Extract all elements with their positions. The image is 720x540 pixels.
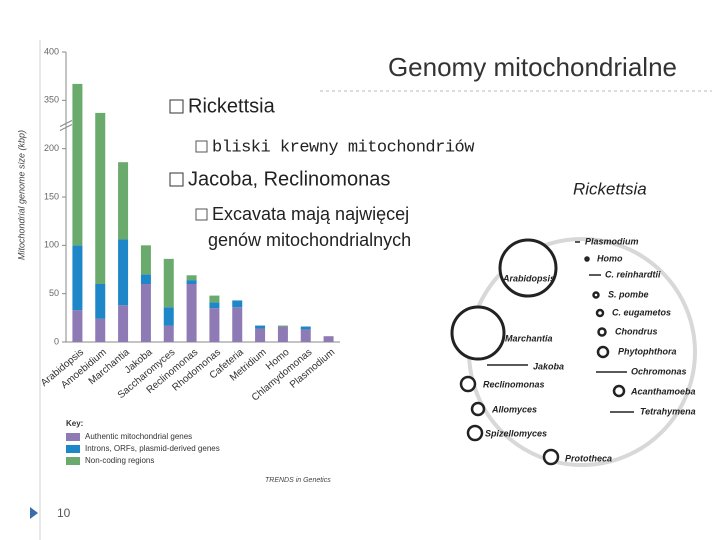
organism-label: Spizellomyces <box>485 428 547 438</box>
organism-label: Ochromonas <box>631 366 687 376</box>
bar-segment <box>140 284 151 342</box>
organism-label: Homo <box>597 253 623 263</box>
bullet <box>169 99 184 114</box>
bar-segment <box>255 325 266 329</box>
bar-segment <box>118 305 129 342</box>
bar-segment <box>72 310 83 342</box>
y-tick-label: 200 <box>44 143 59 153</box>
genome-circle <box>459 375 477 393</box>
organism-label: Phytophthora <box>618 346 677 356</box>
genome-circle <box>592 291 600 299</box>
bullet <box>195 208 208 221</box>
y-tick-label: 100 <box>44 240 59 250</box>
bar-segment <box>95 318 106 342</box>
organism-label: Jakoba <box>533 361 564 371</box>
bar-segment <box>277 326 288 342</box>
organism-label: Arabidopsis <box>502 273 555 283</box>
bullet-text: Rickettsia <box>188 95 276 117</box>
genome-circle <box>596 345 610 359</box>
bar-segment <box>186 275 197 281</box>
bar-segment <box>186 284 197 342</box>
genome-circle <box>470 401 486 417</box>
genome-circle <box>542 448 560 466</box>
bar-segment <box>209 295 220 303</box>
legend-swatch <box>66 433 80 441</box>
axis-break <box>59 124 73 131</box>
bar-segment <box>118 239 129 306</box>
legend-label: Introns, ORFs, plasmid-derived genes <box>85 444 220 453</box>
organism-label: Allomyces <box>491 404 537 414</box>
bullet <box>195 140 208 153</box>
legend-swatch <box>66 457 80 465</box>
bullet-text: Excavata mają najwięcej <box>212 204 409 224</box>
bar-segment <box>140 245 151 275</box>
diagram-title: Rickettsia <box>573 179 647 198</box>
y-axis-label: Mitochondrial genome size (kbp) <box>16 130 26 260</box>
genome-circle <box>584 256 590 262</box>
page-number: 10 <box>57 506 71 520</box>
bar-segment <box>209 308 220 342</box>
bar-segment <box>232 300 243 308</box>
genome-circle <box>595 308 605 318</box>
organism-label: Reclinomonas <box>483 379 545 389</box>
legend-label: Authentic mitochondrial genes <box>85 432 192 441</box>
organism-label: S. pombe <box>608 289 649 299</box>
bar-segment <box>118 162 129 240</box>
bar-segment <box>209 302 220 309</box>
genome-circle <box>450 305 506 361</box>
y-tick-label: 150 <box>44 191 59 201</box>
bar-segment <box>163 307 174 326</box>
bullet-text: bliski krewny mitochondriów <box>212 138 475 157</box>
slide-title: Genomy mitochondrialne <box>388 52 677 82</box>
bar-segment <box>140 274 151 284</box>
organism-label: Acanthamoeba <box>630 386 696 396</box>
bar-segment <box>72 245 83 311</box>
bar-segment <box>255 328 266 342</box>
y-tick-label: 350 <box>44 95 59 105</box>
y-tick-label: 50 <box>49 288 59 298</box>
organism-label: C. eugametos <box>612 307 671 317</box>
bar-segment <box>163 258 174 308</box>
bar-segment <box>277 325 288 327</box>
bar-segment <box>72 83 83 246</box>
bar-segment <box>95 284 106 319</box>
bar-segment <box>186 280 197 284</box>
bar-segment <box>95 112 106 285</box>
legend-label: Non-coding regions <box>85 456 154 465</box>
legend-swatch <box>66 445 80 453</box>
organism-label: Plasmodium <box>585 236 639 246</box>
page-marker <box>30 507 38 519</box>
genome-circle <box>466 424 484 442</box>
genome-circle <box>498 238 558 298</box>
organism-label: Prototheca <box>565 453 612 463</box>
y-tick-label: 0 <box>54 336 59 346</box>
genome-circle <box>597 327 607 337</box>
bullet-text: Jacoba, Reclinomonas <box>188 168 390 190</box>
organism-label: Marchantia <box>505 333 553 343</box>
organism-label: Tetrahymena <box>640 406 696 416</box>
organism-label: C. reinhardtii <box>605 269 661 279</box>
source: TRENDS in Genetics <box>265 477 331 484</box>
bar-segment <box>323 336 334 342</box>
bar-segment <box>300 326 311 330</box>
bar-segment <box>232 307 243 342</box>
bullet-text: genów mitochondrialnych <box>208 230 411 250</box>
bar-segment <box>163 325 174 342</box>
y-tick-label: 400 <box>44 46 59 56</box>
organism-label: Chondrus <box>615 326 658 336</box>
bullet <box>169 172 184 187</box>
bar-segment <box>300 329 311 342</box>
genome-circle <box>612 384 626 398</box>
legend-title: Key: <box>66 419 83 428</box>
axis-break <box>59 120 73 127</box>
